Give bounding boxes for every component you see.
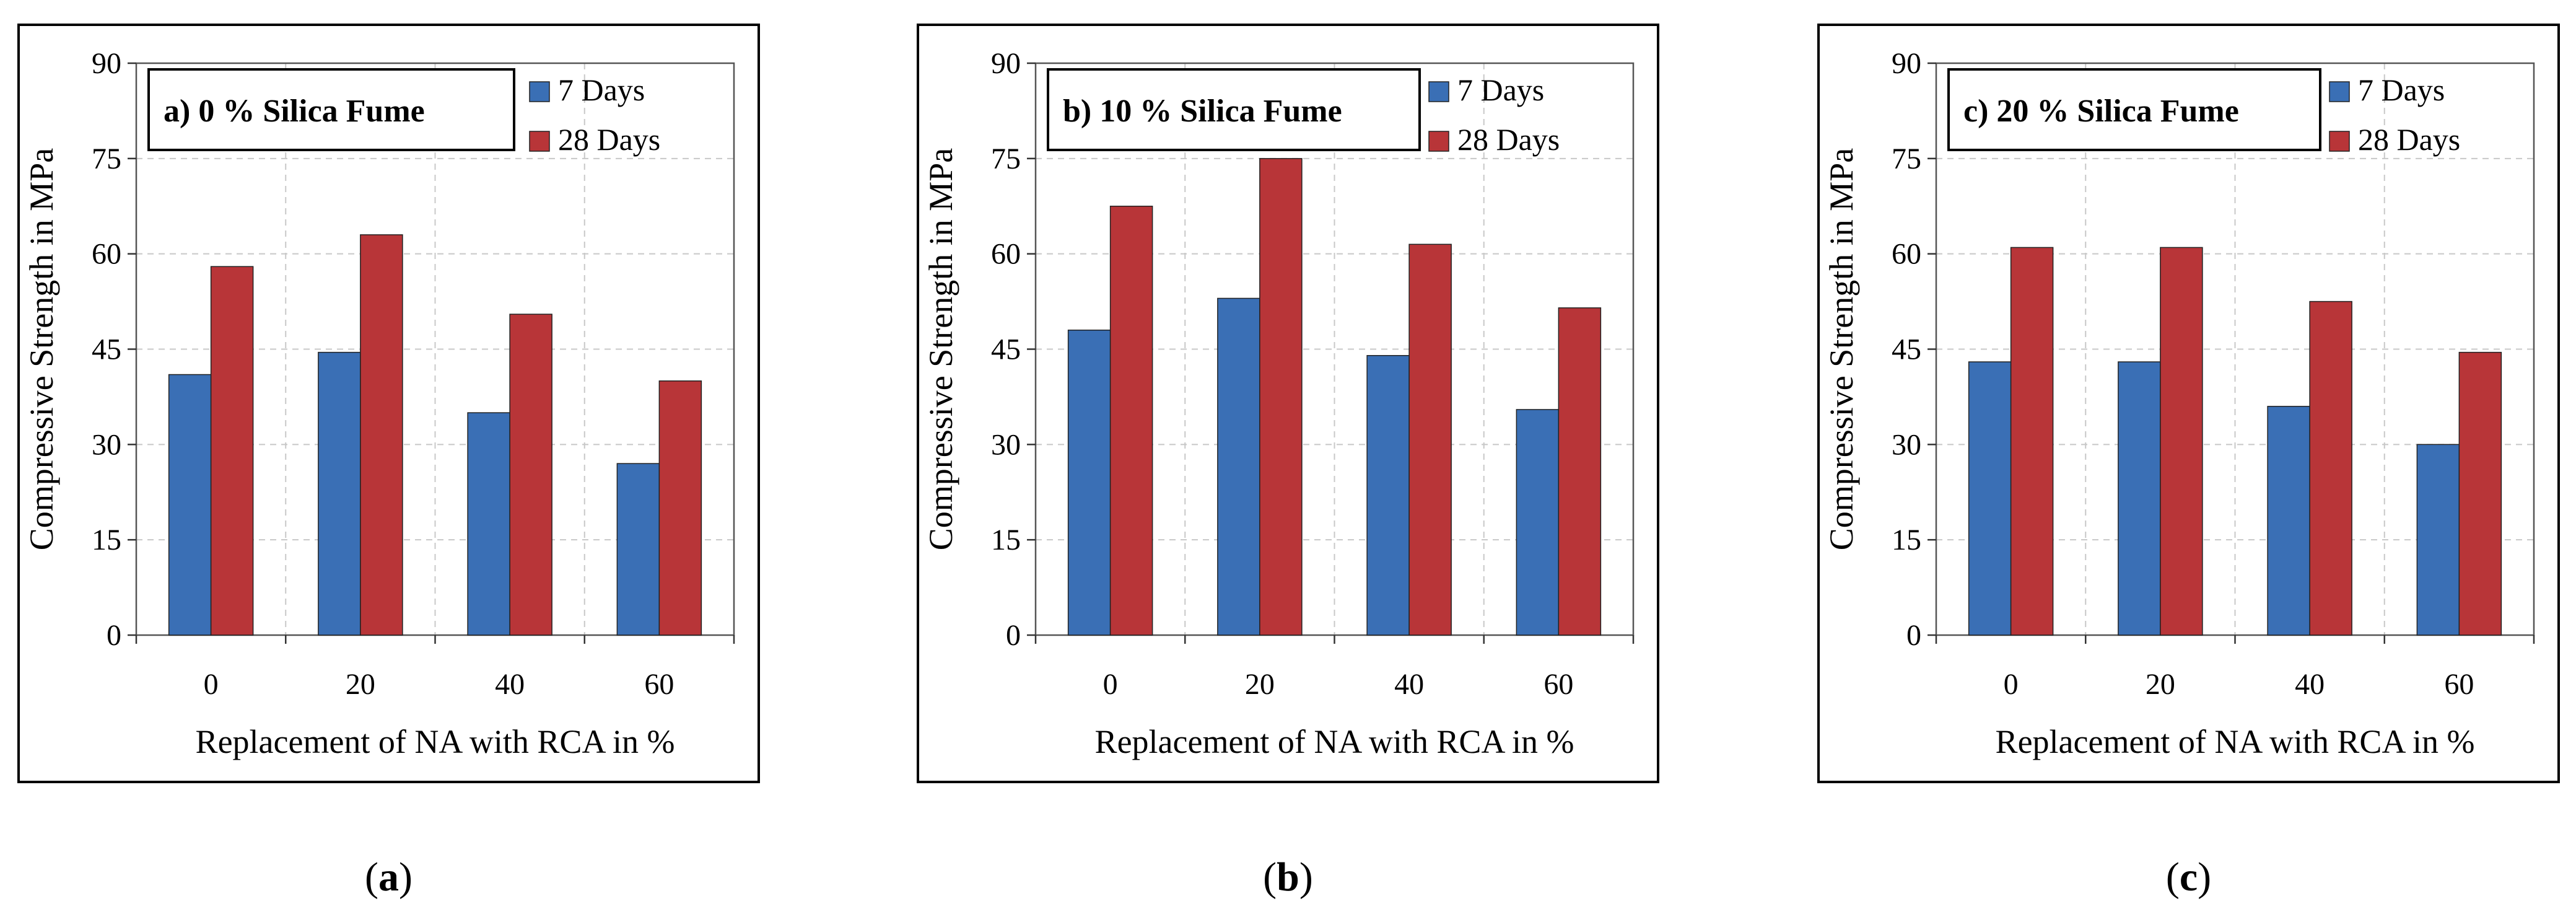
y-tick-label: 0 (107, 619, 121, 652)
chart-title: b) 10 % Silica Fume (1063, 94, 1342, 129)
y-tick-label: 75 (92, 143, 121, 175)
chart-panel-a: 0 15 30 45 60 75 90 0 20 40 60 Replacement of NA wi… (17, 24, 760, 783)
x-axis-label: Replacement of NA with RCA in % (196, 723, 675, 760)
y-tick-label: 30 (1892, 428, 1921, 461)
x-axis-label: Replacement of NA with RCA in % (1996, 723, 2475, 760)
x-tick-label: 0 (2004, 668, 2019, 701)
bar-28days (509, 314, 552, 636)
bar-7days (1516, 409, 1560, 636)
subfigure-caption-b: (b) (1263, 854, 1313, 900)
subfigure-caption-letter: a (378, 854, 399, 900)
subfigure-caption-letter: b (1277, 854, 1299, 900)
legend-swatch-7days (529, 81, 550, 102)
x-tick-label: 20 (346, 668, 375, 701)
bar-7days (467, 412, 510, 636)
y-tick-label: 0 (1006, 619, 1021, 652)
bar-7days (616, 463, 660, 636)
y-tick-label: 15 (1892, 524, 1921, 556)
x-tick-label: 20 (1245, 668, 1275, 701)
bar-28days (1259, 158, 1303, 636)
bar-28days (210, 266, 254, 636)
bar-7days (1067, 329, 1111, 636)
legend-label-7days: 7 Days (558, 72, 645, 107)
x-tick-label: 60 (2444, 668, 2474, 701)
chart-panel-c: 0 15 30 45 60 75 90 0 20 40 60 Replacement of NA wi… (1817, 24, 2560, 783)
x-tick-label: 40 (495, 668, 525, 701)
y-tick-label: 60 (991, 238, 1021, 271)
legend-label-28days: 28 Days (2358, 122, 2460, 157)
legend-swatch-28days (529, 131, 550, 152)
x-tick-label: 60 (644, 668, 674, 701)
bar-7days (168, 374, 212, 636)
legend-swatch-7days (2329, 81, 2350, 102)
y-axis-label: Compressive Strength in MPa (1823, 148, 1860, 551)
y-axis-label: Compressive Strength in MPa (922, 148, 959, 551)
y-axis-label: Compressive Strength in MPa (23, 148, 60, 551)
y-tick-label: 45 (1892, 333, 1921, 366)
y-tick-label: 30 (991, 428, 1021, 461)
chart-title: c) 20 % Silica Fume (1963, 94, 2239, 129)
y-tick-label: 90 (92, 47, 121, 80)
bar-7days (2118, 361, 2161, 636)
y-tick-label: 75 (991, 143, 1021, 175)
bar-7days (1366, 355, 1410, 636)
bar-28days (2010, 247, 2054, 636)
x-tick-label: 60 (1543, 668, 1573, 701)
bar-7days (1217, 297, 1260, 636)
legend-swatch-28days (1428, 131, 1449, 152)
y-tick-label: 60 (92, 238, 121, 271)
bar-28days (2458, 351, 2502, 636)
x-tick-label: 0 (204, 668, 219, 701)
x-tick-label: 0 (1103, 668, 1118, 701)
chart-title-box (147, 68, 515, 151)
chart-title-box (1047, 68, 1421, 151)
x-tick-label: 40 (2295, 668, 2325, 701)
subfigure-caption-letter: c (2179, 854, 2198, 900)
bar-28days (2160, 247, 2203, 636)
bar-7days (1968, 361, 2012, 636)
subfigure-caption-c: (c) (2165, 854, 2212, 900)
bar-7days (2416, 444, 2460, 636)
y-tick-label: 60 (1892, 238, 1921, 271)
legend-label-7days: 7 Days (2358, 72, 2445, 107)
y-tick-label: 15 (92, 524, 121, 556)
bar-28days (1558, 307, 1602, 636)
chart-title-box (1947, 68, 2321, 151)
y-tick-label: 45 (991, 333, 1021, 366)
bar-7days (2267, 406, 2310, 636)
legend-swatch-7days (1428, 81, 1449, 102)
y-tick-label: 75 (1892, 143, 1921, 175)
chart-panel-b: 0 15 30 45 60 75 90 0 20 40 60 Replacement of NA wi… (917, 24, 1659, 783)
legend-label-7days: 7 Days (1457, 72, 1544, 107)
bar-28days (658, 380, 702, 636)
legend-label-28days: 28 Days (558, 122, 660, 157)
y-tick-label: 0 (1906, 619, 1921, 652)
bar-28days (360, 234, 403, 636)
chart-title: a) 0 % Silica Fume (164, 94, 425, 129)
bar-28days (1408, 244, 1452, 636)
legend-label-28days: 28 Days (1457, 122, 1560, 157)
x-tick-label: 40 (1394, 668, 1424, 701)
y-tick-label: 45 (92, 333, 121, 366)
legend-swatch-28days (2329, 131, 2350, 152)
bar-7days (318, 351, 361, 636)
subfigure-caption-a: (a) (365, 854, 413, 900)
bar-28days (1109, 206, 1153, 636)
y-tick-label: 90 (1892, 47, 1921, 80)
y-tick-label: 15 (991, 524, 1021, 556)
y-tick-label: 30 (92, 428, 121, 461)
y-tick-label: 90 (991, 47, 1021, 80)
bar-28days (2309, 301, 2352, 636)
x-tick-label: 20 (2146, 668, 2175, 701)
x-axis-label: Replacement of NA with RCA in % (1095, 723, 1574, 760)
